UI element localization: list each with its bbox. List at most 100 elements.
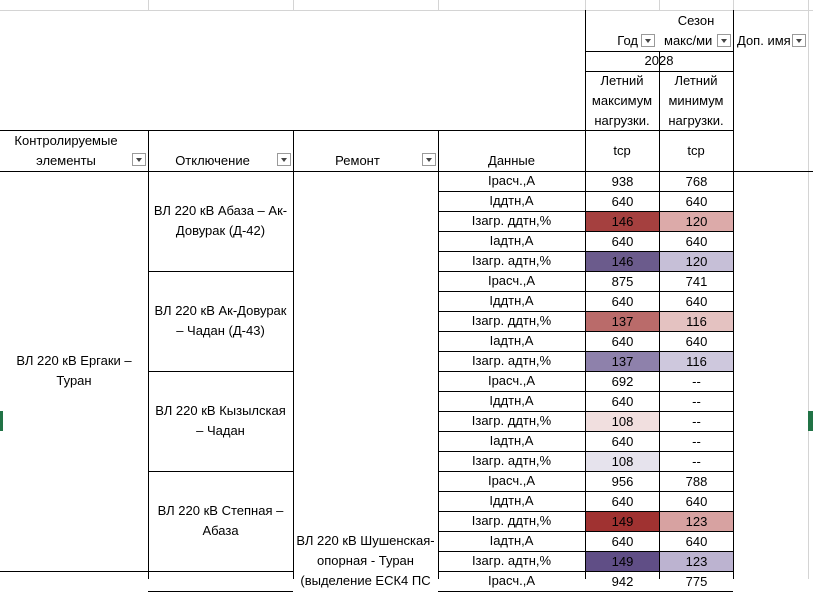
data-label: Iзагр. адтн,% [471,353,552,368]
value-cell: 123 [660,552,733,571]
value-cell: 640 [685,233,708,249]
value-cell: -- [660,452,733,471]
value-cell: 116 [660,352,733,371]
value-cell: 640 [611,493,634,509]
data-label: Iрасч.,А [487,573,536,588]
value-cell: 640 [611,433,634,449]
selection-mark [808,411,813,431]
repair-cell: ВЛ 220 кВ Шушенская-опорная - Туран (выд… [296,533,435,588]
grid-line [438,251,733,252]
value-cell: 741 [685,273,708,289]
data-label: Iзагр. адтн,% [471,453,552,468]
grid-line [438,431,733,432]
value-cell: 120 [660,252,733,271]
filter-button[interactable] [277,153,291,166]
grid-line [659,51,660,171]
grid-line [438,130,439,171]
value-cell: 640 [611,293,634,309]
data-label: Iддтн,А [489,193,534,208]
grid-line [438,351,733,352]
grid-line [733,171,734,579]
filter-button[interactable] [717,34,731,47]
grid-line [148,371,293,372]
value-cell: 149 [586,552,659,571]
value-cell: 120 [660,212,733,231]
grid-line [438,451,733,452]
data-label: Iадтн,А [489,433,534,448]
value-cell: 938 [611,173,634,189]
header-cell: tср [687,142,705,158]
grid-line [585,71,733,72]
value-cell: -- [692,393,701,409]
grid-line [585,171,586,579]
value-cell: 640 [611,533,634,549]
grid-line [585,51,733,52]
grid-line [438,311,733,312]
grid-line [148,0,149,10]
data-label: Iадтн,А [489,333,534,348]
grid-line [0,171,813,172]
header-cell: Сезон [677,12,715,28]
header-cell: Год [617,33,638,48]
value-cell: 640 [685,333,708,349]
grid-line [733,0,734,10]
header-cell: Летний максимум нагрузки. [591,72,653,128]
outage-cell: ВЛ 220 кВ Степная – Абаза [157,503,284,538]
grid-line [438,0,439,10]
data-label: Iзагр. ддтн,% [471,313,552,328]
header-cell: Данные [488,152,535,168]
value-cell: 137 [586,312,659,331]
grid-line [0,571,148,572]
grid-line [148,130,149,171]
grid-line [438,291,733,292]
data-label: Iрасч.,А [487,173,536,188]
data-label: Iадтн,А [489,533,534,548]
data-label: Iзагр. адтн,% [471,253,552,268]
value-cell: 768 [685,173,708,189]
header-cell: Отключение [175,152,250,168]
outage-cell: ВЛ 220 кВ Ак-Довурак – Чадан (Д-43) [154,303,287,338]
value-cell: 137 [586,352,659,371]
grid-line [438,271,733,272]
grid-line [438,331,733,332]
filter-button[interactable] [132,153,146,166]
grid-line [0,10,813,11]
selection-mark [0,411,3,431]
value-cell: 775 [685,573,708,589]
data-label: Iзагр. ддтн,% [471,513,552,528]
grid-line [438,491,733,492]
grid-line [438,171,439,579]
grid-line [438,191,733,192]
value-cell: -- [692,433,701,449]
grid-line [438,531,733,532]
header-cell: Ремонт [335,152,380,168]
value-cell: 116 [660,312,733,331]
outage-cell: ВЛ 220 кВ Кызылская – Чадан [155,403,286,438]
outage-cell: ВЛ 220 кВ Абаза – Ак-Довурак (Д-42) [153,203,288,238]
value-cell: 640 [685,193,708,209]
value-cell: 640 [685,533,708,549]
filter-button[interactable] [422,153,436,166]
grid-line [438,511,733,512]
grid-line [659,0,660,10]
value-cell: 108 [586,412,659,431]
value-cell: 123 [660,512,733,531]
data-label: Iрасч.,А [487,273,536,288]
grid-line [148,571,293,572]
value-cell: 692 [611,373,634,389]
filter-button[interactable] [792,34,806,47]
header-cell: 2028 [644,53,674,68]
grid-line [293,171,294,579]
grid-line [148,271,293,272]
grid-line [808,10,809,579]
value-cell: -- [660,412,733,431]
value-cell: 875 [611,273,634,289]
grid-line [438,471,733,472]
data-label: Iзагр. ддтн,% [471,413,552,428]
grid-line [438,211,733,212]
value-cell: 146 [586,212,659,231]
filter-button[interactable] [641,34,655,47]
grid-line [808,0,809,10]
controlled-cell: ВЛ 220 кВ Ергаки – Туран [16,353,132,388]
